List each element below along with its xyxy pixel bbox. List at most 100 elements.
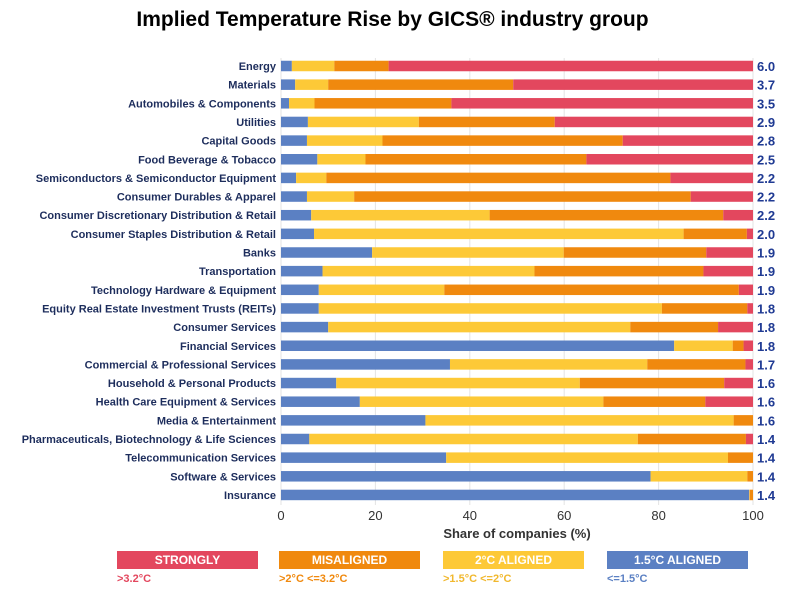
bar-segment	[336, 377, 580, 389]
bar-segment	[281, 415, 426, 426]
temperature-value: 1.8	[757, 320, 775, 335]
bar-segment	[295, 79, 329, 90]
temperature-value: 1.8	[757, 301, 775, 316]
bar-segment	[724, 377, 753, 389]
category-label: Consumer Staples Distribution & Retail	[71, 229, 276, 241]
x-tick-label: 100	[742, 508, 764, 523]
category-label: Energy	[239, 61, 277, 73]
temperature-value: 1.4	[757, 488, 776, 503]
bar-segment	[334, 60, 389, 72]
temperature-value: 3.5	[757, 96, 775, 111]
bar-segment	[683, 228, 747, 240]
category-label: Transportation	[199, 266, 276, 278]
temperature-value: 2.2	[757, 208, 775, 223]
bar-segment	[281, 433, 310, 445]
bar-segment	[449, 359, 648, 370]
bar-segment	[554, 116, 753, 128]
bar-segment	[630, 321, 719, 333]
bar-segment	[745, 433, 753, 445]
bar-segment	[743, 340, 753, 351]
bar-segment	[281, 98, 290, 109]
temperature-value: 1.4	[757, 451, 776, 466]
bar-segment	[674, 340, 733, 351]
bar-segment	[281, 284, 319, 296]
x-tick-label: 40	[463, 508, 477, 523]
bar-segment	[745, 359, 753, 370]
bar-segment	[444, 284, 739, 296]
bar-segment	[322, 265, 535, 277]
bar-segment	[318, 303, 662, 314]
category-label: Consumer Durables & Apparel	[117, 192, 276, 204]
bar-segment	[307, 116, 419, 128]
bar-segment	[718, 321, 753, 333]
bar-segment	[328, 321, 631, 333]
bar-segment	[513, 79, 753, 90]
bar-segment	[281, 116, 308, 128]
temperature-value: 2.5	[757, 152, 775, 167]
temperature-value: 2.9	[757, 115, 775, 130]
bar-segment	[281, 247, 373, 258]
bar-segment	[747, 471, 753, 482]
temperature-value: 1.9	[757, 246, 775, 261]
bar-segment	[670, 172, 753, 184]
category-label: Insurance	[224, 490, 276, 502]
bar-segment	[586, 154, 753, 165]
bar-segment	[296, 172, 327, 184]
bar-segment	[418, 116, 555, 128]
bar-segment	[723, 209, 753, 221]
bar-segment	[650, 471, 748, 482]
category-label: Telecommunication Services	[125, 453, 276, 465]
temperature-value: 1.6	[757, 413, 775, 428]
legend-box-strongly-misaligned: STRONGLY MISALIGNED	[117, 551, 258, 585]
temperature-value: 1.6	[757, 376, 775, 391]
bar-segment	[309, 433, 638, 445]
x-tick-label: 0	[277, 508, 284, 523]
temperature-value: 1.4	[757, 432, 776, 447]
temperature-value: 1.8	[757, 339, 775, 354]
x-tick-label: 80	[651, 508, 665, 523]
legend-range-2c-aligned: >1.5°C <=2°C	[443, 573, 512, 585]
temperature-value: 1.7	[757, 357, 775, 372]
legend-range-strongly-misaligned: >3.2°C	[117, 573, 152, 585]
bar-segment	[281, 321, 329, 333]
category-label: Equity Real Estate Investment Trusts (RE…	[42, 303, 276, 315]
bar-segment	[690, 191, 753, 202]
bar-segment	[746, 228, 753, 240]
bar-segment	[727, 452, 753, 463]
bar-segment	[314, 98, 452, 109]
category-label: Food Beverage & Tobacco	[138, 154, 276, 166]
bar-segment	[706, 247, 753, 258]
bar-segment	[359, 396, 604, 407]
category-label: Banks	[243, 248, 276, 260]
category-label: Financial Services	[180, 341, 276, 353]
bar-segment	[622, 135, 753, 146]
bar-segment	[425, 415, 734, 426]
category-label: Health Care Equipment & Services	[96, 397, 276, 409]
category-label: Automobiles & Components	[128, 98, 276, 110]
bar-segment	[388, 60, 753, 72]
temperature-value: 1.9	[757, 264, 775, 279]
bar-segment	[281, 79, 296, 90]
legend-range-misaligned: >2°C <=3.2°C	[279, 573, 348, 585]
bar-segment	[281, 60, 292, 72]
bar-segment	[661, 303, 748, 314]
bar-segment	[311, 209, 490, 221]
legend-box-2c-aligned: 2°C ALIGNED	[443, 551, 584, 569]
category-label: Materials	[228, 80, 276, 92]
bar-segment	[306, 135, 383, 146]
x-axis-label: Share of companies (%)	[443, 526, 590, 541]
temperature-value: 6.0	[757, 59, 775, 74]
bar-segment	[749, 489, 753, 501]
bar-segment	[281, 452, 447, 463]
bar-segment	[328, 79, 514, 90]
bar-segment	[326, 172, 671, 184]
bar-segment	[705, 396, 753, 407]
temperature-value: 1.9	[757, 283, 775, 298]
category-label: Household & Personal Products	[108, 378, 276, 390]
bar-segment	[281, 154, 318, 165]
bar-segment	[318, 284, 445, 296]
bar-segment	[534, 265, 704, 277]
bar-segment	[291, 60, 335, 72]
category-label: Semiconductors & Semiconductor Equipment	[36, 173, 277, 185]
bar-segment	[281, 191, 307, 202]
